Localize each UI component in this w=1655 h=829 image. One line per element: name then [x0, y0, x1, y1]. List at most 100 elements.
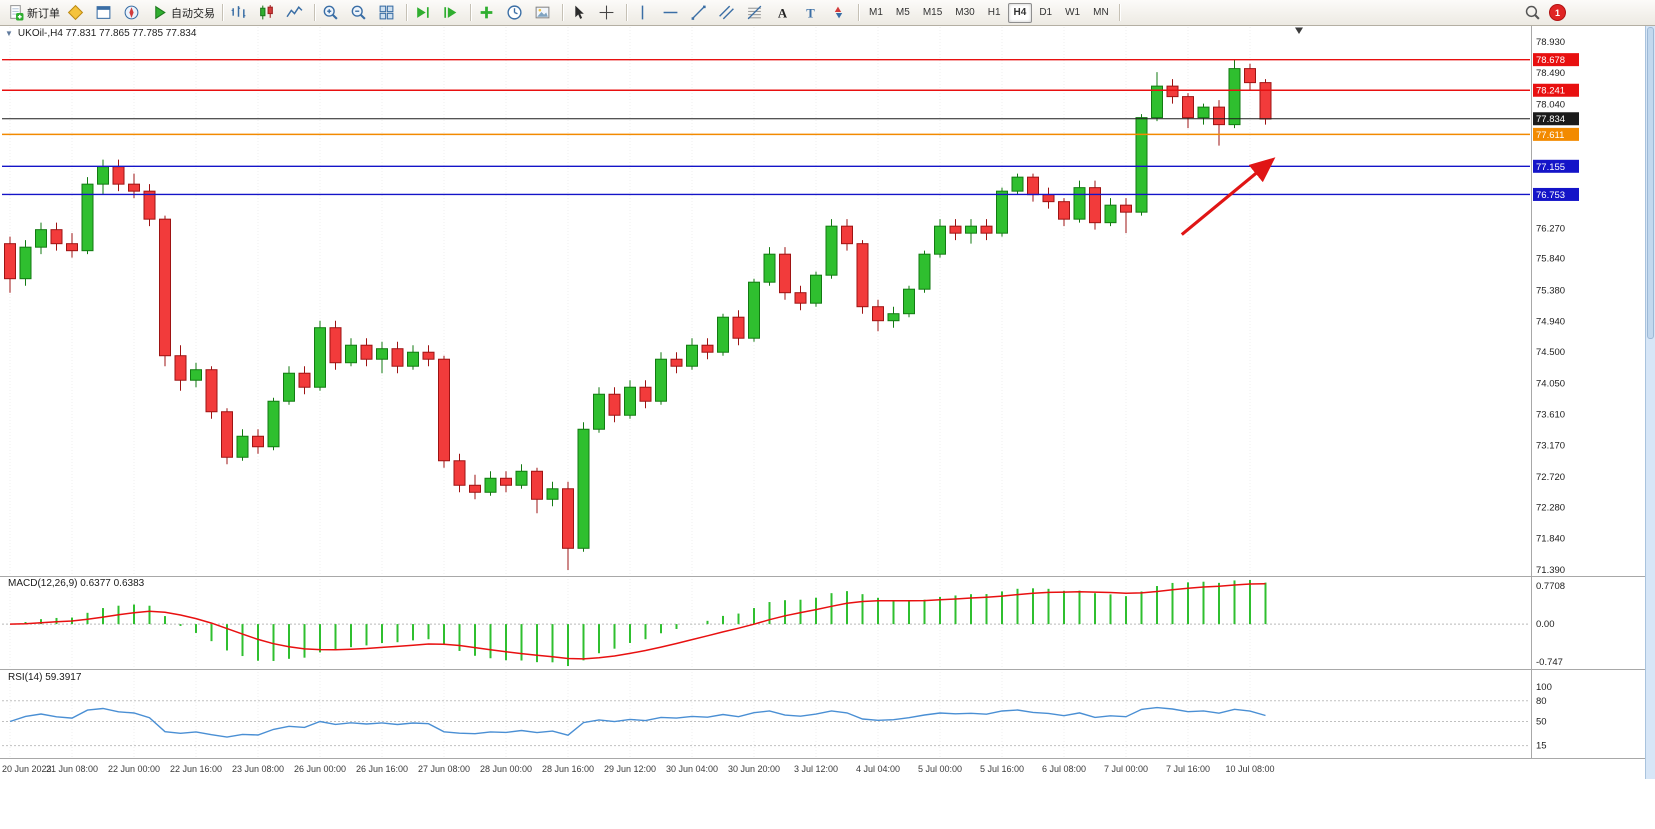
notification-badge[interactable]: 1: [1549, 4, 1566, 21]
macd-axis-label: 0.7708: [1536, 581, 1565, 592]
new-order-button[interactable]: 新订单: [4, 1, 63, 24]
resistance-line-2-price-tag: [1533, 83, 1579, 97]
arrows-button[interactable]: [827, 1, 854, 24]
candle: [732, 316, 745, 339]
templates-button[interactable]: [531, 1, 558, 24]
candle: [50, 229, 63, 245]
support-line-1-price-tag-label: 77.155: [1536, 162, 1565, 173]
candle: [934, 225, 946, 255]
fibonacci-retracement-button[interactable]: [743, 1, 770, 24]
candle: [562, 488, 574, 549]
timeframe-d1-button[interactable]: D1: [1039, 7, 1053, 18]
candle: [763, 253, 776, 283]
bars-icon: [231, 6, 246, 18]
candle: [4, 243, 16, 280]
vertical-scrollbar[interactable]: [1645, 26, 1655, 779]
timeframe-mn-button[interactable]: MN: [1093, 7, 1109, 18]
candle: [1058, 201, 1070, 220]
trendline-button[interactable]: [687, 1, 714, 24]
tline-icon: [691, 5, 706, 20]
crosshair-button[interactable]: [595, 1, 622, 24]
toolbar-separator: [406, 4, 407, 21]
candle: [453, 460, 466, 486]
price-tick-label: 72.280: [1536, 503, 1565, 514]
candle: [670, 358, 683, 367]
timeframe-h4-button[interactable]: H4: [1007, 2, 1033, 23]
shift-icon: [444, 7, 457, 18]
candle: [298, 372, 311, 388]
periods-button[interactable]: [503, 1, 530, 24]
indicators-button[interactable]: [475, 1, 502, 24]
timeframe-h1-button[interactable]: H1: [987, 7, 1001, 18]
data-window-button[interactable]: [92, 1, 119, 24]
candle: [469, 484, 481, 493]
scrollbar-thumb[interactable]: [1647, 27, 1654, 339]
new-order-button-label: 新订单: [27, 7, 60, 20]
trend-arrow[interactable]: [1180, 157, 1276, 236]
equidistant-channel-button[interactable]: [715, 1, 742, 24]
cross-icon: [599, 5, 614, 20]
price-tick-label: 76.270: [1536, 223, 1565, 234]
navigator-button[interactable]: [120, 1, 147, 24]
price-tick-label: 71.840: [1536, 533, 1565, 544]
text-button[interactable]: A: [771, 1, 798, 24]
bar-chart-button[interactable]: [227, 1, 254, 24]
line-chart-button[interactable]: [283, 1, 310, 24]
nav-icon: [124, 5, 139, 20]
candles-layer: [4, 59, 1272, 570]
autotrading-button[interactable]: 自动交易: [148, 1, 218, 24]
candle: [81, 183, 94, 252]
timeframe-m30-button[interactable]: M30: [955, 7, 975, 18]
timeframe-m5-button[interactable]: M5: [895, 7, 910, 18]
play-icon: [155, 5, 166, 20]
rsi-axis-label: 50: [1536, 717, 1547, 728]
time-tick-label: 5 Jul 00:00: [918, 764, 962, 774]
candle: [407, 351, 419, 367]
timeframe-m1-button[interactable]: M1: [869, 7, 883, 18]
price-tick-label: 73.610: [1536, 410, 1565, 421]
candle: [1166, 85, 1179, 98]
candle: [577, 428, 590, 549]
auto-scroll-button[interactable]: [411, 1, 438, 24]
market-watch-button[interactable]: [64, 1, 91, 24]
tile-windows-button[interactable]: [375, 1, 402, 24]
candle: [1213, 106, 1225, 126]
candlestick-chart-button[interactable]: [255, 1, 282, 24]
zoom-out-button[interactable]: [347, 1, 374, 24]
fibo-icon: [747, 5, 762, 20]
toolbar-separator: [222, 4, 223, 21]
search-icon: [1525, 5, 1540, 20]
candle: [810, 274, 822, 304]
candle: [329, 327, 342, 364]
horizontal-line-button[interactable]: [659, 1, 686, 24]
candle: [903, 288, 915, 315]
time-tick-label: 28 Jun 16:00: [542, 764, 594, 774]
candle: [236, 435, 249, 458]
rsi-panel: 100 80 50 15: [2, 682, 1552, 752]
candle: [1120, 204, 1132, 213]
search-button[interactable]: [1521, 1, 1548, 24]
candle: [841, 225, 853, 245]
zout-icon: [351, 5, 366, 20]
cursor-button[interactable]: [567, 1, 594, 24]
arrs-icon: [834, 6, 843, 19]
timeframe-m15-button[interactable]: M15: [922, 7, 943, 18]
one-click-trading-toggle[interactable]: ▼: [5, 29, 13, 38]
timeframe-w1-button[interactable]: W1: [1065, 7, 1081, 18]
zoom-in-button[interactable]: [319, 1, 346, 24]
candle: [391, 348, 404, 367]
chart-shift-marker[interactable]: [1295, 27, 1303, 35]
bid-price-line-price-tag: [1533, 112, 1579, 126]
candle: [484, 477, 497, 493]
time-tick-label: 23 Jun 08:00: [232, 764, 284, 774]
text-label-button[interactable]: T: [799, 1, 826, 24]
candle: [128, 183, 140, 192]
iplus-icon: [480, 6, 493, 19]
vertical-line-button[interactable]: [631, 1, 658, 24]
candle: [1089, 187, 1101, 224]
candle: [267, 400, 280, 448]
time-tick-label: 30 Jun 20:00: [728, 764, 780, 774]
chart-shift-button[interactable]: [439, 1, 466, 24]
